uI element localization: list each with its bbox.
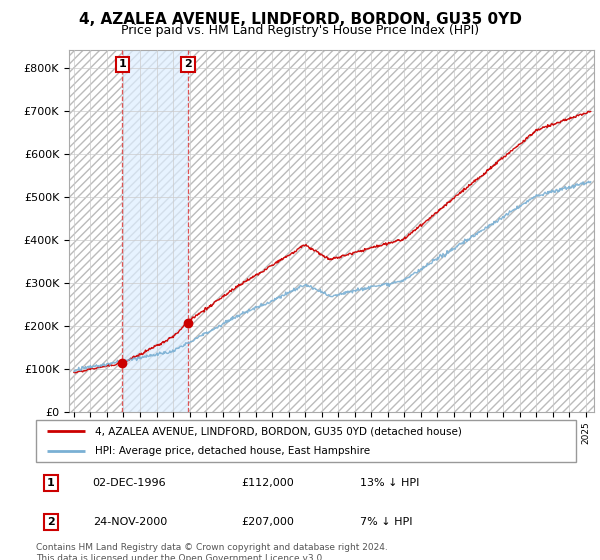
- Text: Price paid vs. HM Land Registry's House Price Index (HPI): Price paid vs. HM Land Registry's House …: [121, 24, 479, 36]
- Text: 13% ↓ HPI: 13% ↓ HPI: [360, 478, 419, 488]
- Text: 4, AZALEA AVENUE, LINDFORD, BORDON, GU35 0YD (detached house): 4, AZALEA AVENUE, LINDFORD, BORDON, GU35…: [95, 426, 462, 436]
- Text: 4, AZALEA AVENUE, LINDFORD, BORDON, GU35 0YD: 4, AZALEA AVENUE, LINDFORD, BORDON, GU35…: [79, 12, 521, 27]
- Text: £112,000: £112,000: [241, 478, 294, 488]
- Text: 02-DEC-1996: 02-DEC-1996: [92, 478, 166, 488]
- Text: 2: 2: [47, 517, 55, 527]
- Bar: [122, 50, 188, 412]
- Text: 7% ↓ HPI: 7% ↓ HPI: [360, 517, 413, 527]
- Text: 24-NOV-2000: 24-NOV-2000: [92, 517, 167, 527]
- Text: £207,000: £207,000: [241, 517, 294, 527]
- FancyBboxPatch shape: [36, 420, 576, 462]
- Text: Contains HM Land Registry data © Crown copyright and database right 2024.
This d: Contains HM Land Registry data © Crown c…: [36, 543, 388, 560]
- Text: 2: 2: [184, 59, 192, 69]
- Text: 1: 1: [118, 59, 126, 69]
- Text: 1: 1: [47, 478, 55, 488]
- Text: HPI: Average price, detached house, East Hampshire: HPI: Average price, detached house, East…: [95, 446, 371, 456]
